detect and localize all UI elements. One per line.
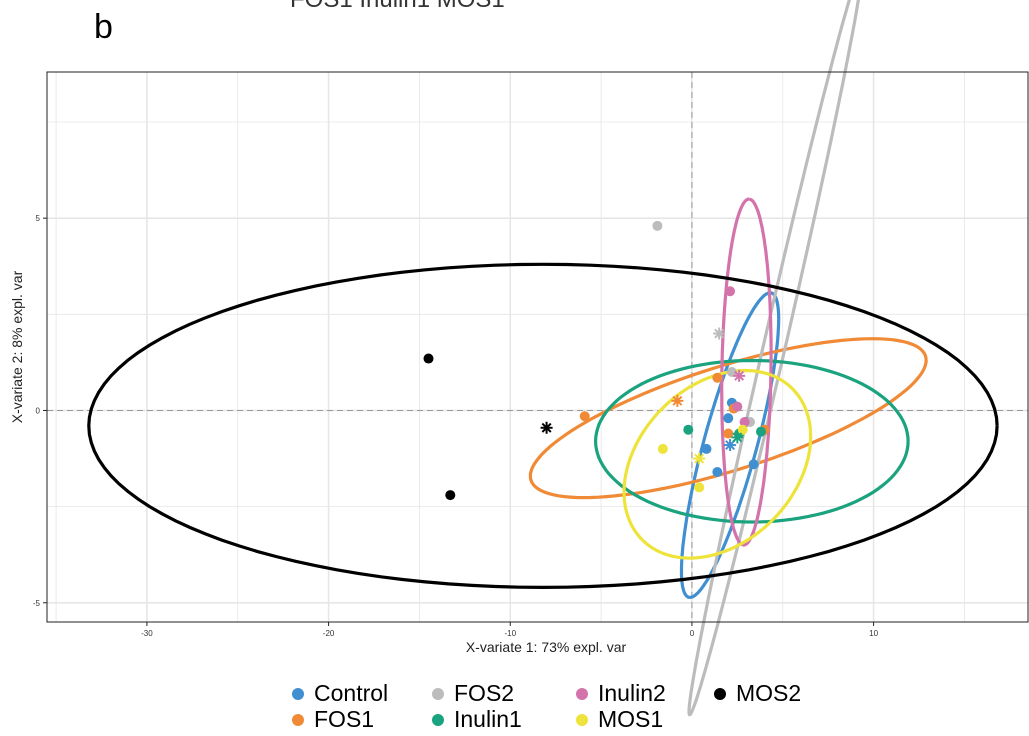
point-fos2 <box>726 367 737 377</box>
legend-row-2: FOS1 Inulin1 MOS1 <box>292 706 852 732</box>
point-inulin2 <box>725 286 736 297</box>
legend-label: MOS1 <box>598 706 664 732</box>
plot-background <box>47 72 1028 622</box>
x-tick-label: -20 <box>323 629 335 638</box>
centroid-inulin2 <box>733 369 746 382</box>
y-tick-label: 5 <box>36 214 41 223</box>
ellipse-mos1 <box>622 368 813 560</box>
legend-item-fos1: FOS1 <box>292 706 374 733</box>
point-mos1 <box>694 482 705 493</box>
x-tick-label: -30 <box>141 629 153 638</box>
point-control <box>712 467 723 477</box>
data-points <box>423 220 770 501</box>
centroid-mos1 <box>693 452 706 465</box>
top-cut-legend-fragment: FOS1 Inulin1 MOS1 <box>290 0 505 14</box>
confidence-ellipses <box>87 0 999 717</box>
ellipse-inulin1 <box>593 358 910 524</box>
centroid-control <box>724 439 737 452</box>
legend-item-mos2: MOS2 <box>714 680 801 707</box>
x-axis-label: X-variate 1: 73% expl. var <box>466 639 627 655</box>
point-control <box>701 443 712 454</box>
legend-row-1: Control FOS2 Inulin2 MOS2 <box>292 680 852 706</box>
y-tick-label: 0 <box>36 406 41 415</box>
legend-label: Control <box>314 680 389 706</box>
centroid-stroke <box>672 395 683 406</box>
legend-label: Inulin2 <box>598 680 666 706</box>
legend-label: FOS1 <box>314 706 375 732</box>
x-tick-label: 10 <box>869 629 878 638</box>
centroid-mos2 <box>540 421 553 434</box>
legend-dot-inulin2 <box>576 687 588 700</box>
x-tick-label: 0 <box>690 629 695 638</box>
legend-dot-control <box>292 687 304 700</box>
legend-label: FOS2 <box>454 680 515 706</box>
legend-dot-inulin1 <box>432 713 444 726</box>
legend-item-mos1: MOS1 <box>576 706 663 733</box>
legend-dot-mos2 <box>714 687 726 700</box>
legend-label: MOS2 <box>736 680 802 706</box>
point-control <box>723 413 734 424</box>
point-fos1 <box>712 372 723 383</box>
centroid-stroke <box>734 370 745 381</box>
legend: Control FOS2 Inulin2 MOS2 FOS1 Inulin1 M… <box>292 680 852 732</box>
centroid-stroke <box>732 432 743 443</box>
point-mos2 <box>445 490 456 501</box>
legend-dot-fos1 <box>292 713 304 726</box>
ellipse-mos2 <box>87 262 999 590</box>
legend-label: Inulin1 <box>454 706 522 732</box>
ellipse-fos2 <box>687 0 860 717</box>
legend-dot-mos1 <box>576 713 588 726</box>
centroid-stroke <box>694 453 705 464</box>
reference-lines <box>47 72 1028 622</box>
point-mos1 <box>657 443 668 454</box>
point-inulin1 <box>683 424 694 435</box>
centroid-stroke <box>714 328 725 339</box>
x-tick-label: -10 <box>504 629 516 638</box>
centroid-stroke <box>541 422 552 433</box>
legend-item-fos2: FOS2 <box>432 680 514 707</box>
point-mos1 <box>737 424 748 435</box>
legend-item-inulin1: Inulin1 <box>432 706 522 733</box>
point-control <box>748 459 759 470</box>
axis-ticks: -30 -20 -10 0 10 -5 0 5 <box>33 214 879 638</box>
ellipse-fos1 <box>528 337 928 500</box>
y-tick-label: -5 <box>33 599 41 608</box>
centroid-fos2 <box>713 327 726 340</box>
legend-dot-fos2 <box>432 687 444 700</box>
plot-border <box>46 71 1029 623</box>
point-inulin2 <box>732 401 743 412</box>
y-axis-label: X-variate 2: 8% expl. var <box>9 270 25 423</box>
point-fos2 <box>652 220 663 231</box>
point-fos1 <box>723 428 734 439</box>
centroid-inulin1 <box>731 431 744 444</box>
legend-item-inulin2: Inulin2 <box>576 680 666 707</box>
point-fos1 <box>579 411 590 422</box>
legend-item-control: Control <box>292 680 388 707</box>
point-inulin1 <box>755 426 766 437</box>
panel-label: b <box>94 8 113 46</box>
point-mos2 <box>423 353 434 364</box>
centroid-markers <box>540 327 746 465</box>
point-inulin2 <box>739 417 750 427</box>
centroid-stroke <box>725 440 736 451</box>
centroid-fos1 <box>671 394 684 407</box>
